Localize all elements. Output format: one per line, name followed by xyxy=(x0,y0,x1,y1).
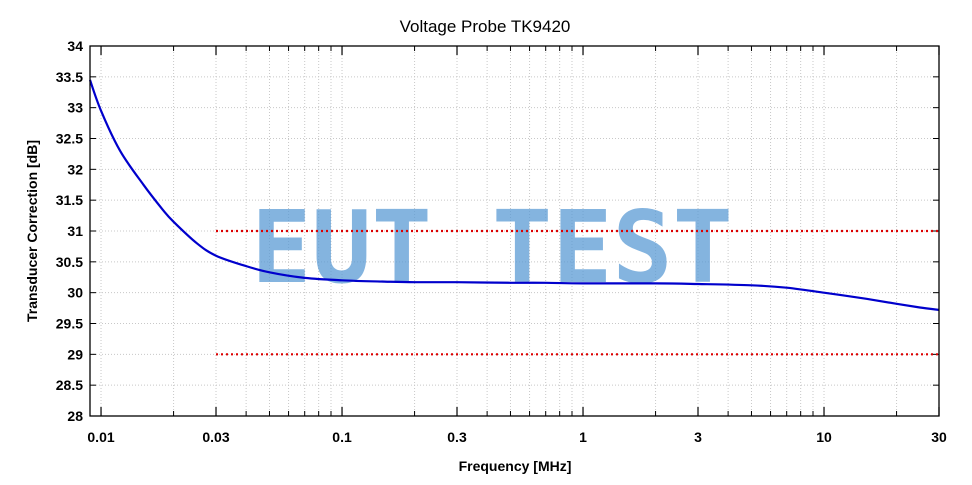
x-tick-label: 1 xyxy=(579,429,587,445)
y-tick-label: 33.5 xyxy=(56,69,83,85)
y-tick-label: 33 xyxy=(67,100,83,116)
x-tick-label: 0.1 xyxy=(332,429,352,445)
x-axis-label: Frequency [MHz] xyxy=(459,458,572,474)
series xyxy=(88,79,940,311)
y-tick-label: 29 xyxy=(67,346,83,362)
limit-lines xyxy=(216,229,939,356)
y-axis-label: Transducer Correction [dB] xyxy=(24,140,40,322)
x-tick-label: 3 xyxy=(694,429,702,445)
y-tick-label: 34 xyxy=(67,38,83,54)
chart-title: Voltage Probe TK9420 xyxy=(400,17,571,36)
y-tick-label: 28.5 xyxy=(56,377,83,393)
x-tick-label: 10 xyxy=(816,429,832,445)
y-tick-label: 30.5 xyxy=(56,254,83,270)
y-tick-label: 28 xyxy=(67,408,83,424)
plot-frame xyxy=(89,45,940,417)
y-tick-label: 32.5 xyxy=(56,131,83,147)
x-tick-label: 0.3 xyxy=(447,429,467,445)
y-tick-label: 32 xyxy=(67,161,83,177)
y-tick-label: 30 xyxy=(67,285,83,301)
watermark: EUT TEST xyxy=(251,189,733,306)
x-tick-label: 0.01 xyxy=(87,429,114,445)
y-axis-ticks: 28 28.5 29 29.5 30 30.5 31 31.5 32 32.5 33 33.5 34 xyxy=(56,38,939,424)
x-tick-label: 0.03 xyxy=(202,429,229,445)
y-tick-label: 29.5 xyxy=(56,316,83,332)
x-axis-ticks: 0.01 0.03 0.1 0.3 1 3 10 30 xyxy=(87,46,947,445)
y-tick-label: 31.5 xyxy=(56,192,83,208)
series-line xyxy=(88,79,940,311)
y-tick-label: 31 xyxy=(67,223,83,239)
x-tick-label: 30 xyxy=(931,429,947,445)
